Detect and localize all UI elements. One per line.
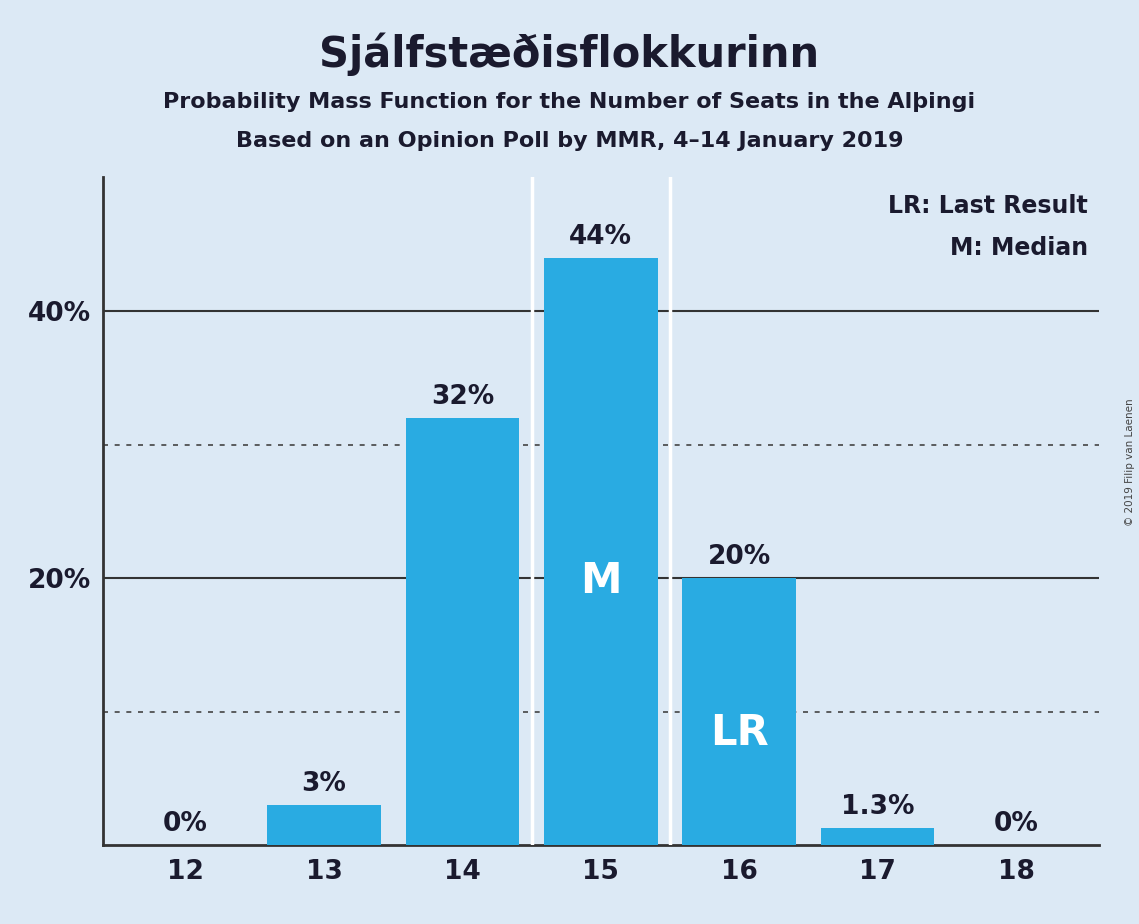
Text: M: M <box>580 560 622 602</box>
Bar <box>405 418 519 845</box>
Text: 1.3%: 1.3% <box>841 794 915 821</box>
Text: Probability Mass Function for the Number of Seats in the Alþingi: Probability Mass Function for the Number… <box>163 92 976 113</box>
Text: 32%: 32% <box>431 383 494 410</box>
Bar <box>268 806 380 845</box>
Bar <box>544 258 657 845</box>
Text: M: Median: M: Median <box>950 236 1088 260</box>
Bar <box>821 828 934 845</box>
Text: Sjálfstæðisflokkurinn: Sjálfstæðisflokkurinn <box>319 32 820 76</box>
Text: 44%: 44% <box>570 224 632 249</box>
Text: 0%: 0% <box>993 811 1039 837</box>
Text: LR: Last Result: LR: Last Result <box>888 194 1088 218</box>
Text: 0%: 0% <box>163 811 208 837</box>
Text: © 2019 Filip van Laenen: © 2019 Filip van Laenen <box>1125 398 1134 526</box>
Bar <box>682 578 796 845</box>
Text: Based on an Opinion Poll by MMR, 4–14 January 2019: Based on an Opinion Poll by MMR, 4–14 Ja… <box>236 131 903 152</box>
Text: LR: LR <box>710 712 769 754</box>
Text: 3%: 3% <box>302 772 346 797</box>
Text: 20%: 20% <box>707 544 771 570</box>
